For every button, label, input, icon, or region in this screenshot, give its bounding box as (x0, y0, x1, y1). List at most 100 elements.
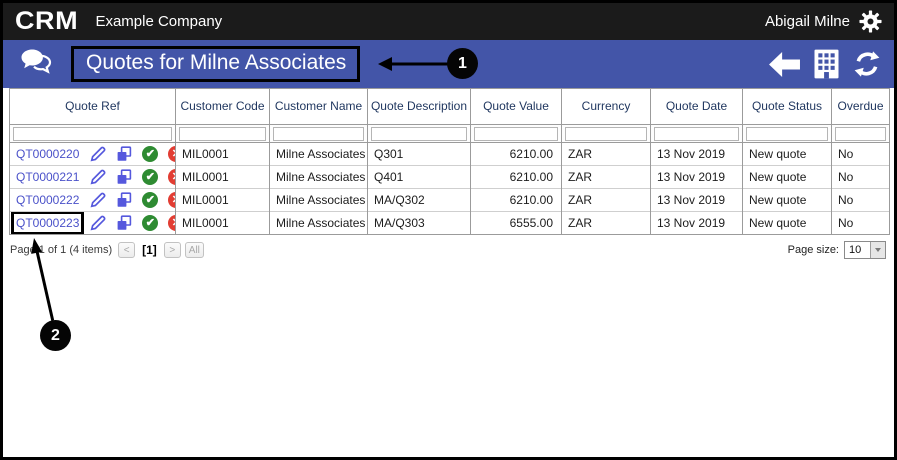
filter-quote-ref-input[interactable] (13, 127, 172, 141)
filter-currency-input[interactable] (565, 127, 647, 141)
quote-ref-link-highlighted[interactable]: QT0000223 (10, 212, 85, 234)
quote-date-cell: 13 Nov 2019 (650, 142, 743, 166)
overdue-cell: No (831, 165, 890, 189)
quote-date-cell: 13 Nov 2019 (650, 211, 743, 235)
quote-ref-link[interactable]: QT0000220 (16, 147, 80, 161)
page-size-select[interactable]: 10 (844, 241, 886, 259)
quote-value-cell: 6210.00 (470, 165, 562, 189)
customer-code-cell: MIL0001 (175, 211, 270, 235)
company-building-icon[interactable] (813, 49, 840, 79)
back-arrow-icon[interactable] (769, 51, 800, 77)
quote-description-cell: Q401 (367, 165, 471, 189)
page-title: Quotes for Milne Associates (71, 46, 361, 82)
filter-quote-date-input[interactable] (654, 127, 739, 141)
currency-cell: ZAR (561, 165, 651, 189)
company-name: Example Company (95, 13, 223, 30)
overdue-cell: No (831, 211, 890, 235)
filter-customer-code-input[interactable] (179, 127, 266, 141)
filter-quote-value-input[interactable] (474, 127, 558, 141)
callout-step-2: 2 (40, 320, 71, 351)
quote-description-cell: MA/Q302 (367, 188, 471, 212)
quote-description-cell: MA/Q303 (367, 211, 471, 235)
delete-cross-icon[interactable]: ✕ (168, 169, 175, 185)
col-header-quote-ref[interactable]: Quote Ref (9, 88, 176, 125)
page-size-value: 10 (849, 244, 862, 256)
quote-status-cell: New quote (742, 188, 832, 212)
quote-value-cell: 6210.00 (470, 142, 562, 166)
overdue-cell: No (831, 142, 890, 166)
dropdown-arrow-icon[interactable] (870, 242, 885, 258)
currency-cell: ZAR (561, 188, 651, 212)
customer-name-cell: Milne Associates (269, 142, 368, 166)
top-bar: CRM Example Company Abigail Milne (3, 3, 894, 40)
table-row: QT0000220 ✔ ✕ MIL0001 Milne Associates Q… (9, 142, 890, 166)
col-header-overdue[interactable]: Overdue (831, 88, 890, 125)
col-header-quote-status[interactable]: Quote Status (742, 88, 832, 125)
filter-customer-name-input[interactable] (273, 127, 364, 141)
logged-in-user: Abigail Milne (764, 13, 850, 30)
quote-date-cell: 13 Nov 2019 (650, 165, 743, 189)
pager-prev-button[interactable]: < (118, 242, 136, 258)
delete-cross-icon[interactable]: ✕ (168, 146, 175, 162)
accept-check-icon[interactable]: ✔ (142, 169, 159, 185)
chat-bubbles-icon[interactable] (19, 47, 56, 82)
table-row: QT0000221 ✔ ✕ MIL0001 Milne Associates Q… (9, 165, 890, 189)
currency-cell: ZAR (561, 142, 651, 166)
quote-status-cell: New quote (742, 165, 832, 189)
currency-cell: ZAR (561, 211, 651, 235)
table-row: QT0000222 ✔ ✕ MIL0001 Milne Associates M… (9, 188, 890, 212)
pager: Page 1 of 1 (4 items) < [1] > All Page s… (3, 235, 894, 259)
col-header-customer-name[interactable]: Customer Name (269, 88, 368, 125)
customer-code-cell: MIL0001 (175, 188, 270, 212)
pager-summary: Page 1 of 1 (4 items) (10, 244, 113, 256)
quotes-table: Quote Ref Customer Code Customer Name Qu… (9, 88, 890, 235)
copy-icon[interactable] (116, 169, 132, 185)
customer-code-cell: MIL0001 (175, 142, 270, 166)
filter-quote-description-input[interactable] (371, 127, 467, 141)
copy-icon[interactable] (116, 215, 132, 231)
pager-all-button[interactable]: All (184, 242, 204, 258)
edit-pencil-icon[interactable] (89, 146, 106, 163)
table-row: QT0000223 ✔ ✕ MIL0001 Milne Associates M… (9, 211, 890, 235)
quote-value-cell: 6555.00 (470, 211, 562, 235)
page-size-label: Page size: (787, 244, 839, 256)
quote-ref-link[interactable]: QT0000222 (16, 193, 80, 207)
callout-step-1: 1 (447, 48, 478, 79)
pager-next-button[interactable]: > (163, 242, 181, 258)
edit-pencil-icon[interactable] (89, 169, 106, 186)
header-row: Quote Ref Customer Code Customer Name Qu… (9, 88, 890, 125)
crm-logo: CRM (15, 7, 79, 35)
edit-pencil-icon[interactable] (89, 192, 106, 209)
quote-date-cell: 13 Nov 2019 (650, 188, 743, 212)
quote-status-cell: New quote (742, 211, 832, 235)
col-header-currency[interactable]: Currency (561, 88, 651, 125)
customer-code-cell: MIL0001 (175, 165, 270, 189)
copy-icon[interactable] (116, 192, 132, 208)
filter-overdue-input[interactable] (835, 127, 886, 141)
accept-check-icon[interactable]: ✔ (142, 192, 159, 208)
quote-ref-link[interactable]: QT0000221 (16, 170, 80, 184)
edit-pencil-icon[interactable] (89, 215, 106, 232)
copy-icon[interactable] (116, 146, 132, 162)
overdue-cell: No (831, 188, 890, 212)
quote-status-cell: New quote (742, 142, 832, 166)
customer-name-cell: Milne Associates (269, 211, 368, 235)
col-header-quote-date[interactable]: Quote Date (650, 88, 743, 125)
filter-quote-status-input[interactable] (746, 127, 828, 141)
delete-cross-icon[interactable]: ✕ (168, 192, 175, 208)
quote-value-cell: 6210.00 (470, 188, 562, 212)
delete-cross-icon[interactable]: ✕ (168, 215, 175, 231)
accept-check-icon[interactable]: ✔ (142, 146, 159, 162)
accept-check-icon[interactable]: ✔ (142, 215, 159, 231)
refresh-icon[interactable] (853, 50, 881, 78)
pager-current-page: [1] (142, 243, 157, 257)
col-header-customer-code[interactable]: Customer Code (175, 88, 270, 125)
col-header-quote-description[interactable]: Quote Description (367, 88, 471, 125)
quote-description-cell: Q301 (367, 142, 471, 166)
customer-name-cell: Milne Associates (269, 165, 368, 189)
gear-icon[interactable] (859, 10, 882, 33)
filter-row (9, 124, 890, 143)
col-header-quote-value[interactable]: Quote Value (470, 88, 562, 125)
customer-name-cell: Milne Associates (269, 188, 368, 212)
